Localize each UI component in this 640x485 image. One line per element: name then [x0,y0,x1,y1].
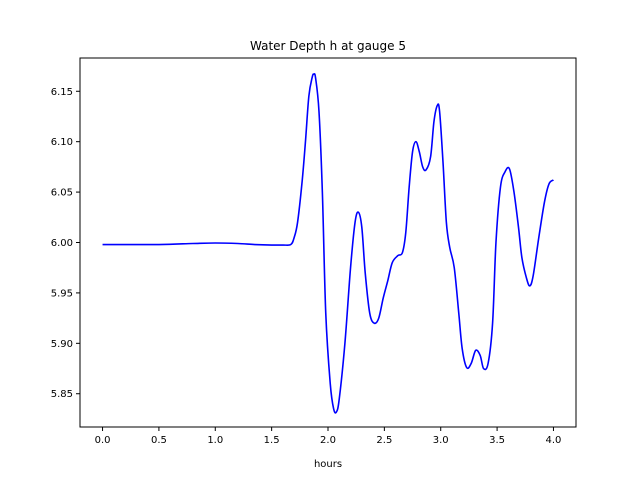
y-tick-label: 6.10 [51,137,73,148]
x-tick-label: 0.0 [95,435,111,446]
x-tick-label: 3.0 [433,435,449,446]
plot-area-frame [79,57,577,428]
y-tick-label: 6.00 [51,238,73,249]
x-tick-label: 1.5 [264,435,280,446]
y-axis-ticks: 5.85 5.90 5.95 6.00 6.05 6.10 6.15 [51,87,80,400]
x-tick-label: 1.0 [207,435,223,446]
water-depth-series-line [102,73,554,414]
y-tick-label: 6.05 [51,188,73,199]
x-axis-ticks: 0.0 0.5 1.0 1.5 2.0 2.5 3.0 3.5 4.0 [95,427,562,446]
y-tick-label: 5.90 [51,339,73,350]
y-tick-label: 5.95 [51,288,73,299]
y-tick-label: 5.85 [51,389,73,400]
x-axis-label: hours [314,459,342,470]
chart-title: Water Depth h at gauge 5 [250,39,406,53]
series-layer [102,73,554,414]
x-tick-label: 0.5 [151,435,167,446]
x-tick-label: 4.0 [546,435,562,446]
x-tick-label: 3.5 [489,435,505,446]
y-tick-label: 6.15 [51,87,73,98]
x-tick-label: 2.5 [376,435,392,446]
x-tick-label: 2.0 [320,435,336,446]
